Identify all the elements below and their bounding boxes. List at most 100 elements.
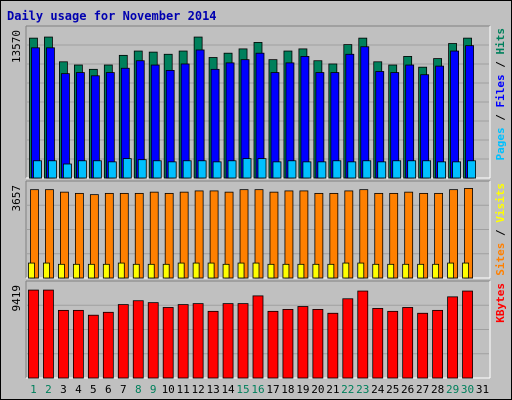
bar-kbytes-day-17 <box>267 310 279 379</box>
bar-pages-day-2 <box>48 160 57 179</box>
bar-visits-day-5 <box>87 263 95 279</box>
bar-visits-day-12 <box>192 262 200 279</box>
bar-pages-day-17 <box>272 161 282 179</box>
legend-item: Sites <box>494 243 507 276</box>
x-tick-label-day-8: 8 <box>135 383 142 396</box>
bar-pages-day-24 <box>377 161 387 179</box>
bar-kbytes-day-20 <box>312 309 324 379</box>
bar-pages-day-5 <box>92 160 102 179</box>
bar-visits-day-15 <box>237 262 245 279</box>
bar-pages-day-7 <box>122 158 132 179</box>
bar-files-day-30 <box>465 45 474 179</box>
x-tick-label-day-1: 1 <box>30 383 37 396</box>
bar-files-day-3 <box>61 73 70 179</box>
bar-visits-day-18 <box>282 263 290 279</box>
x-tick-label-day-22: 22 <box>341 383 354 396</box>
bar-visits-day-25 <box>387 263 395 279</box>
bar-kbytes-day-1 <box>28 289 39 379</box>
bar-visits-day-21 <box>327 263 335 279</box>
bar-visits-day-7 <box>117 262 125 279</box>
x-tick-label-day-31: 31 <box>476 383 489 396</box>
bar-visits-day-3 <box>58 263 65 279</box>
bar-kbytes-day-8 <box>132 300 144 379</box>
bar-kbytes-day-24 <box>372 308 384 379</box>
x-tick-label-day-16: 16 <box>251 383 264 396</box>
x-tick-label-day-30: 30 <box>461 383 474 396</box>
bar-kbytes-day-22 <box>342 298 354 379</box>
x-tick-label-day-11: 11 <box>177 383 190 396</box>
x-tick-label-day-18: 18 <box>281 383 294 396</box>
bar-kbytes-day-13 <box>207 310 219 379</box>
bar-visits-day-11 <box>177 262 185 279</box>
bar-pages-day-28 <box>437 161 447 179</box>
bar-pages-day-19 <box>302 161 312 179</box>
legend-item: / <box>494 223 507 243</box>
x-tick-label-day-20: 20 <box>311 383 324 396</box>
y-max-label-kbytes: 9419 <box>10 285 23 312</box>
bar-pages-day-16 <box>257 158 267 179</box>
bar-visits-day-17 <box>267 263 275 279</box>
x-tick-label-day-15: 15 <box>236 383 249 396</box>
bar-kbytes-day-7 <box>117 304 129 379</box>
bar-visits-day-22 <box>342 262 350 279</box>
x-tick-label-day-24: 24 <box>371 383 385 396</box>
bar-files-day-23 <box>360 46 370 179</box>
bar-kbytes-day-5 <box>87 314 99 379</box>
bar-kbytes-day-25 <box>387 310 399 379</box>
bar-pages-day-27 <box>422 160 432 179</box>
bar-visits-day-9 <box>147 263 155 279</box>
bar-visits-day-24 <box>372 263 380 279</box>
bar-pages-day-8 <box>137 159 147 179</box>
x-tick-label-day-25: 25 <box>386 383 399 396</box>
bar-pages-day-23 <box>362 160 372 179</box>
bar-pages-day-6 <box>107 161 117 179</box>
bar-files-day-22 <box>345 53 355 179</box>
bar-pages-day-12 <box>197 160 207 179</box>
bar-visits-day-26 <box>402 263 410 279</box>
x-tick-label-day-5: 5 <box>90 383 97 396</box>
bar-pages-day-30 <box>467 160 476 179</box>
bar-visits-day-14 <box>222 263 230 279</box>
y-max-label-sites-visits: 3657 <box>10 185 23 212</box>
x-tick-label-day-9: 9 <box>150 383 157 396</box>
bar-pages-day-1 <box>33 160 42 179</box>
legend-item: Hits <box>494 28 507 55</box>
bar-files-day-19 <box>300 56 310 179</box>
x-tick-label-day-14: 14 <box>221 383 235 396</box>
x-tick-label-day-28: 28 <box>431 383 444 396</box>
bar-files-day-12 <box>195 49 205 179</box>
bar-kbytes-day-30 <box>462 290 473 379</box>
legend-item: KBytes <box>494 283 507 323</box>
x-tick-label-day-4: 4 <box>75 383 82 396</box>
legend-item: Files <box>494 74 507 107</box>
bar-kbytes-day-21 <box>327 312 339 379</box>
bar-visits-day-13 <box>207 262 215 279</box>
bar-files-day-1 <box>31 47 40 179</box>
bar-visits-day-20 <box>312 263 320 279</box>
bar-pages-day-18 <box>287 160 297 179</box>
bar-kbytes-day-27 <box>417 312 429 379</box>
x-tick-label-day-23: 23 <box>356 383 369 396</box>
bar-kbytes-day-4 <box>72 309 84 379</box>
bar-pages-day-10 <box>167 161 177 179</box>
y-max-label-hits-files-pages: 13570 <box>10 30 23 63</box>
legend-item: / <box>494 55 507 75</box>
x-tick-label-day-27: 27 <box>416 383 429 396</box>
bar-kbytes-day-18 <box>282 309 294 379</box>
bar-kbytes-day-23 <box>357 290 369 379</box>
bar-visits-day-23 <box>357 262 365 279</box>
bar-files-day-29 <box>450 50 459 179</box>
bar-visits-day-28 <box>432 263 440 279</box>
bar-kbytes-day-15 <box>237 303 249 379</box>
x-tick-label-day-29: 29 <box>446 383 459 396</box>
x-tick-label-day-3: 3 <box>60 383 67 396</box>
legend-kbytes: KBytes <box>494 283 507 323</box>
bar-kbytes-day-2 <box>43 289 54 379</box>
bar-visits-day-29 <box>447 262 454 279</box>
bar-pages-day-25 <box>392 160 402 179</box>
bar-pages-day-26 <box>407 160 417 179</box>
bar-visits-day-30 <box>462 262 469 279</box>
bar-kbytes-day-29 <box>447 296 458 379</box>
legend-item: Pages <box>494 127 507 160</box>
